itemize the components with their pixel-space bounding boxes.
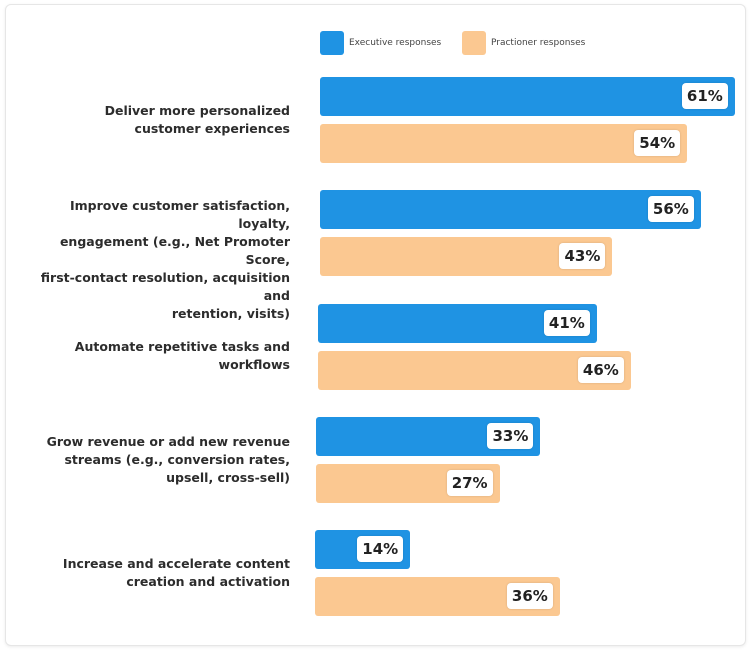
legend-swatch bbox=[320, 31, 344, 55]
bar: 61% bbox=[320, 77, 735, 116]
bar: 14% bbox=[315, 530, 411, 570]
bar: 43% bbox=[320, 237, 613, 277]
legend-item: Executive responses bbox=[320, 31, 441, 55]
data-label: 43% bbox=[559, 243, 606, 270]
bar: 41% bbox=[318, 303, 597, 343]
legend-swatch bbox=[462, 31, 486, 55]
bar: 36% bbox=[315, 577, 560, 617]
data-label: 36% bbox=[506, 583, 553, 610]
bar: 27% bbox=[316, 463, 500, 503]
category-label: Grow revenue or add new revenue streams (… bbox=[46, 433, 290, 485]
data-label: 54% bbox=[634, 130, 681, 156]
legend-label: Practioner responses bbox=[491, 38, 586, 48]
bar: 33% bbox=[316, 416, 541, 456]
category-label: Improve customer satisfaction, loyalty, e… bbox=[40, 198, 290, 322]
bar: 54% bbox=[320, 124, 688, 163]
category-label: Deliver more personalized customer experi… bbox=[104, 103, 290, 136]
category-label: Increase and accelerate content creation … bbox=[62, 556, 290, 590]
data-label: 56% bbox=[647, 196, 694, 223]
data-label: 61% bbox=[681, 83, 728, 109]
legend-item: Practioner responses bbox=[462, 31, 585, 55]
category-label: Automate repetitive tasks and workflows bbox=[74, 338, 290, 372]
legend-label: Executive responses bbox=[349, 38, 442, 48]
bar: 46% bbox=[318, 350, 631, 390]
data-label: 33% bbox=[487, 422, 534, 449]
bar: 56% bbox=[320, 190, 701, 230]
data-label: 14% bbox=[357, 536, 404, 563]
data-label: 46% bbox=[577, 356, 624, 383]
data-label: 41% bbox=[543, 309, 590, 336]
data-label: 27% bbox=[446, 469, 493, 496]
